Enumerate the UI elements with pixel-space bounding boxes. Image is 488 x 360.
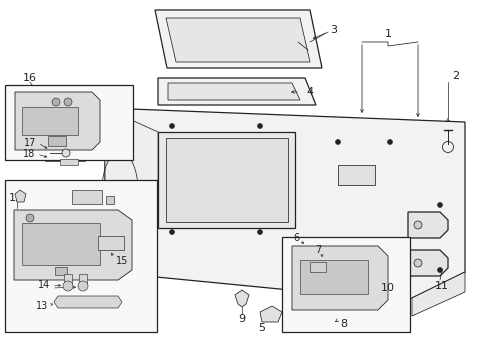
Bar [282, 237, 409, 332]
Polygon shape [105, 108, 158, 272]
Text: 16: 16 [23, 73, 37, 83]
Polygon shape [407, 250, 447, 276]
Polygon shape [260, 306, 282, 322]
Polygon shape [54, 296, 122, 308]
Text: 13: 13 [36, 301, 48, 311]
Circle shape [413, 259, 421, 267]
Polygon shape [155, 10, 321, 68]
Text: 6: 6 [292, 233, 299, 243]
Circle shape [64, 98, 72, 106]
Bar [48, 136, 66, 146]
Circle shape [26, 214, 34, 222]
Text: 4: 4 [305, 87, 312, 97]
Bar [5, 85, 133, 160]
Circle shape [62, 149, 70, 157]
Polygon shape [15, 190, 26, 202]
Circle shape [169, 123, 174, 129]
Text: 17: 17 [23, 138, 36, 148]
Bar [5, 180, 157, 332]
Text: 9: 9 [238, 314, 245, 324]
Polygon shape [158, 78, 315, 105]
Text: 5: 5 [258, 323, 265, 333]
Circle shape [335, 140, 340, 144]
Polygon shape [168, 83, 299, 100]
Polygon shape [319, 308, 341, 324]
Bar [106, 196, 114, 204]
Circle shape [63, 281, 73, 291]
Bar [79, 274, 87, 284]
Bar [72, 190, 102, 204]
Text: 14: 14 [38, 280, 50, 290]
Polygon shape [105, 108, 464, 298]
Circle shape [386, 267, 392, 273]
Bar [22, 223, 100, 265]
Polygon shape [337, 165, 374, 185]
Text: 1: 1 [384, 29, 391, 39]
Text: 11: 11 [434, 281, 448, 291]
Polygon shape [309, 262, 325, 272]
Text: 18: 18 [23, 149, 35, 159]
Polygon shape [235, 290, 248, 307]
Circle shape [437, 202, 442, 207]
Circle shape [78, 281, 88, 291]
Text: 15: 15 [116, 256, 128, 266]
Circle shape [386, 140, 392, 144]
Text: 3: 3 [330, 25, 337, 35]
Bar [98, 236, 124, 250]
Polygon shape [15, 92, 100, 150]
Circle shape [335, 267, 340, 273]
Circle shape [257, 123, 262, 129]
Circle shape [413, 221, 421, 229]
Polygon shape [411, 272, 464, 316]
Text: 7: 7 [314, 245, 321, 255]
Polygon shape [165, 138, 287, 222]
Text: 10: 10 [380, 283, 394, 293]
Bar [60, 159, 78, 165]
Bar [299, 260, 367, 294]
Text: 2: 2 [451, 71, 458, 81]
Circle shape [169, 230, 174, 234]
Polygon shape [407, 212, 447, 238]
Polygon shape [14, 210, 132, 280]
Circle shape [52, 98, 60, 106]
Bar [64, 274, 72, 284]
Text: 12: 12 [9, 193, 23, 203]
Polygon shape [291, 246, 387, 310]
Bar [55, 267, 67, 275]
Circle shape [437, 267, 442, 273]
Bar [22, 107, 78, 135]
Polygon shape [165, 18, 309, 62]
Polygon shape [158, 132, 294, 228]
Circle shape [257, 230, 262, 234]
Text: 8: 8 [340, 319, 347, 329]
